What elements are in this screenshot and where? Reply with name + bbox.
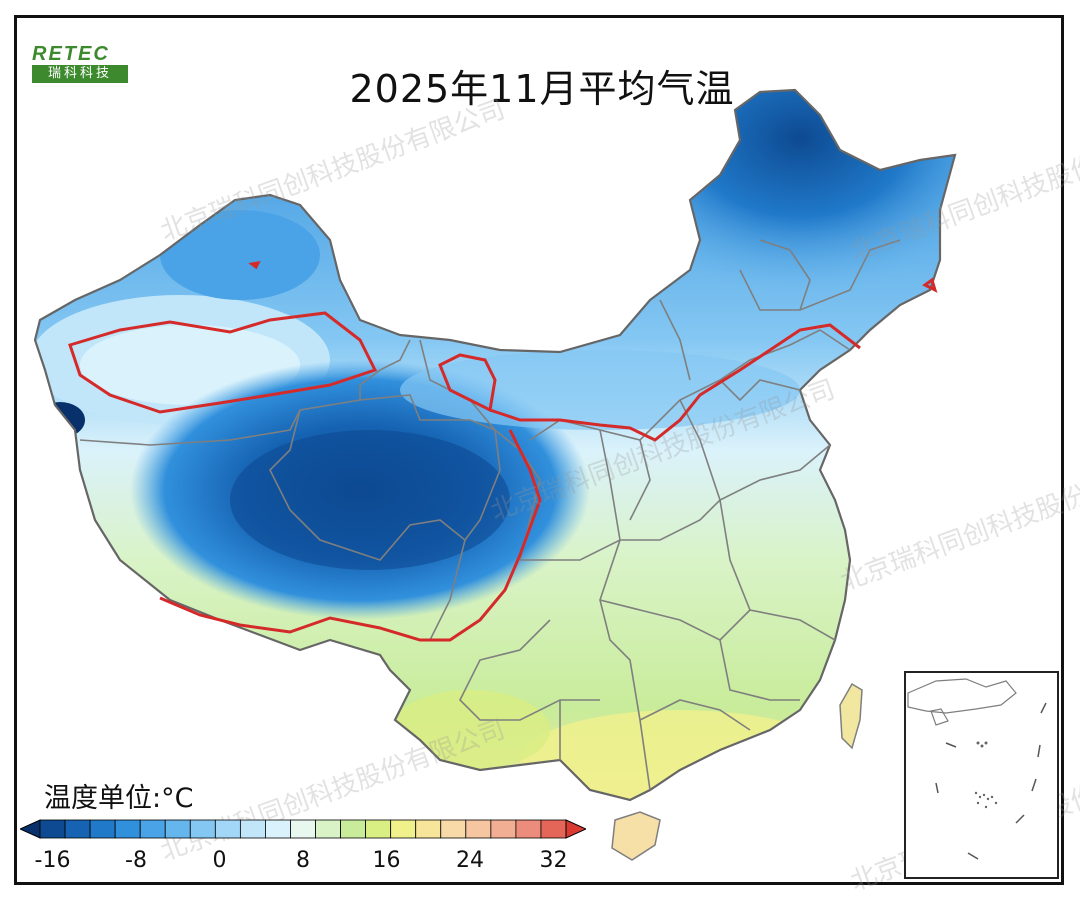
color-bar-swatch: [39, 819, 66, 839]
color-bar-swatch: [515, 819, 542, 839]
zero-degree-contours: [68, 261, 938, 642]
color-bar-swatch: [340, 819, 367, 839]
color-bar-swatch: [415, 819, 442, 839]
color-bar-swatch: [64, 819, 91, 839]
color-bar-max-tip: [565, 819, 586, 839]
color-bar-tick-label: 32: [539, 848, 568, 873]
color-bar-swatch: [239, 819, 266, 839]
inset-map: [907, 678, 1047, 860]
color-bar-tick-label: 24: [455, 848, 484, 873]
color-bar-tick-label: 16: [372, 848, 401, 873]
logo-top-text: RETEC: [32, 43, 110, 65]
color-bar-swatch: [139, 819, 166, 839]
color-bar-swatch: [315, 819, 341, 839]
color-bar-tick-label: -16: [34, 848, 71, 873]
color-bar-swatch: [265, 819, 291, 839]
color-bar-swatch: [390, 819, 417, 839]
color-bar-ticks: -16 -8 0 8 16 24 32: [0, 848, 600, 878]
color-bar-swatch: [189, 819, 216, 839]
page-title: 2025年11月平均气温: [349, 67, 735, 111]
color-bar-swatch: [214, 819, 241, 839]
south-china-sea-inset: [904, 671, 1059, 879]
company-logo: RETEC 瑞科科技: [32, 44, 128, 84]
color-bar-swatch: [465, 819, 492, 839]
color-bar-min-tip: [20, 819, 41, 839]
province-borders: [33, 88, 957, 802]
color-bar-swatch: [490, 819, 517, 839]
color-bar-tick-label: 0: [212, 848, 227, 873]
color-bar-tick-label: -8: [125, 848, 147, 873]
color-bar-tick-label: 8: [296, 848, 310, 873]
color-bar-swatch: [290, 819, 316, 839]
taiwan-shape: [839, 682, 863, 750]
color-bar: [20, 819, 586, 839]
color-bar-swatch: [365, 819, 392, 839]
color-bar-swatch: [164, 819, 191, 839]
unit-label: 温度单位:°C: [44, 783, 194, 814]
color-bar-swatch: [89, 819, 116, 839]
logo-bottom-text: 瑞科科技: [32, 65, 128, 83]
hainan-shape: [611, 811, 661, 861]
color-bar-swatch: [540, 819, 567, 839]
color-bar-swatch: [114, 819, 141, 839]
color-bar-swatch: [440, 819, 467, 839]
